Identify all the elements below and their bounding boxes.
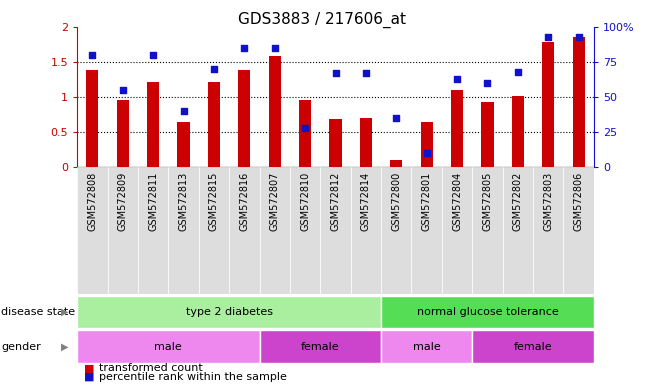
Point (543, 34, 554, 40)
Bar (87, 70, 99, 167)
Point (421, 150, 432, 156)
Text: GSM572808: GSM572808 (87, 172, 97, 231)
Bar (391, 160, 403, 167)
Bar (503, 167, 533, 294)
Point (452, 76, 462, 82)
Text: GSM572811: GSM572811 (148, 172, 158, 231)
Bar (360, 118, 372, 167)
Point (482, 80, 493, 86)
Text: female: female (301, 341, 340, 352)
Bar (564, 167, 594, 294)
Text: male: male (413, 341, 441, 352)
Point (178, 108, 189, 114)
Point (391, 115, 402, 121)
Point (209, 66, 219, 72)
Text: GSM572815: GSM572815 (209, 172, 219, 232)
Point (573, 34, 584, 40)
Bar (77, 330, 260, 363)
Text: type 2 diabetes: type 2 diabetes (186, 307, 272, 317)
Bar (77, 167, 107, 294)
Text: GDS3883 / 217606_at: GDS3883 / 217606_at (238, 12, 406, 28)
Text: normal glucose tolerance: normal glucose tolerance (417, 307, 558, 317)
Bar (260, 167, 290, 294)
Text: GSM572806: GSM572806 (574, 172, 584, 231)
Bar (320, 167, 351, 294)
Text: GSM572812: GSM572812 (331, 172, 340, 232)
Point (269, 45, 280, 51)
Point (330, 70, 341, 76)
Bar (299, 101, 311, 167)
Text: GSM572814: GSM572814 (361, 172, 371, 231)
Text: GSM572804: GSM572804 (452, 172, 462, 231)
Bar (177, 122, 190, 167)
Bar (208, 81, 220, 167)
Bar (572, 37, 584, 167)
Point (239, 45, 250, 51)
Bar (199, 167, 229, 294)
Bar (260, 330, 381, 363)
Bar (147, 81, 159, 167)
Text: ▶: ▶ (61, 341, 69, 352)
Bar (442, 167, 472, 294)
Text: GSM572813: GSM572813 (178, 172, 189, 231)
Bar (381, 330, 472, 363)
Point (148, 52, 158, 58)
Point (87, 52, 98, 58)
Text: transformed count: transformed count (99, 363, 203, 373)
Bar (381, 167, 411, 294)
Text: GSM572801: GSM572801 (421, 172, 431, 231)
Bar (138, 167, 168, 294)
Text: percentile rank within the sample: percentile rank within the sample (99, 372, 287, 382)
Text: GSM572800: GSM572800 (391, 172, 401, 231)
Point (300, 125, 311, 131)
Text: female: female (514, 341, 552, 352)
Text: GSM572805: GSM572805 (482, 172, 493, 232)
Bar (107, 167, 138, 294)
Bar (351, 167, 381, 294)
Bar (329, 119, 342, 167)
Bar (421, 122, 433, 167)
Bar (451, 90, 463, 167)
Bar (472, 167, 503, 294)
Point (360, 70, 371, 76)
Text: disease state: disease state (1, 307, 75, 317)
Text: ▶: ▶ (61, 307, 69, 317)
Text: GSM572802: GSM572802 (513, 172, 523, 232)
Bar (411, 167, 442, 294)
Text: gender: gender (1, 341, 41, 352)
Bar (268, 56, 280, 167)
Text: ■: ■ (84, 363, 95, 373)
Bar (512, 96, 524, 167)
Text: GSM572816: GSM572816 (240, 172, 250, 231)
Point (117, 87, 128, 93)
Bar (168, 167, 199, 294)
Bar (229, 167, 260, 294)
Bar (472, 330, 594, 363)
Text: GSM572803: GSM572803 (544, 172, 554, 231)
Bar (481, 102, 494, 167)
Bar (238, 70, 250, 167)
Bar (117, 101, 129, 167)
Bar (542, 41, 554, 167)
Text: male: male (154, 341, 183, 352)
Text: GSM572810: GSM572810 (300, 172, 310, 231)
Bar (533, 167, 564, 294)
Bar (77, 296, 381, 328)
Bar (381, 296, 594, 328)
Point (513, 69, 523, 75)
Bar (290, 167, 320, 294)
Text: GSM572809: GSM572809 (117, 172, 127, 231)
Text: GSM572807: GSM572807 (270, 172, 280, 232)
Text: ■: ■ (84, 372, 95, 382)
